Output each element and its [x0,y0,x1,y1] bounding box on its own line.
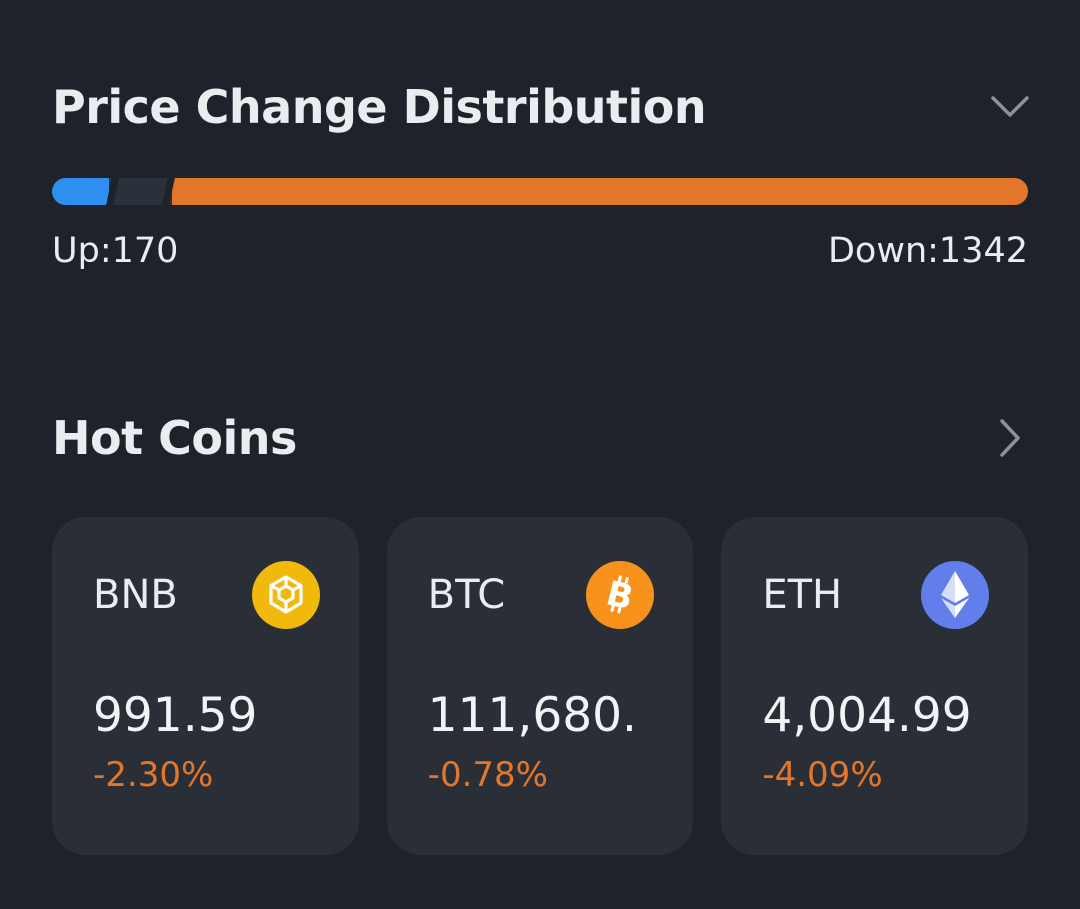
chevron-down-icon[interactable] [986,83,1034,131]
distribution-bar-up [52,178,110,205]
hot-coins-list: BNB 991.59 -2.30% [52,517,1029,855]
coin-price: 991.59 [93,688,258,743]
eth-icon [921,561,990,629]
btc-icon: B [586,561,655,629]
coin-change: -2.30% [93,755,214,795]
coin-symbol: ETH [762,572,843,618]
distribution-bar-flat [116,178,166,205]
chevron-right-icon[interactable] [986,414,1034,462]
distribution-labels: Up:170 Down:1342 [52,229,1028,273]
coin-card-btc[interactable]: BTC B 111,680. -0.78% [386,517,694,855]
distribution-bar-down [172,178,1028,205]
bnb-icon [251,561,320,629]
coin-card-eth[interactable]: ETH 4,004.99 -4.09% [721,517,1029,855]
coin-card-bnb[interactable]: BNB 991.59 -2.30% [52,517,359,855]
distribution-title: Price Change Distribution [52,80,707,134]
coin-price: 4,004.99 [762,688,972,743]
down-count-label: Down:1342 [827,231,1028,271]
hot-coins-header[interactable]: Hot Coins [52,409,1028,467]
coin-symbol: BNB [93,572,178,618]
coin-price: 111,680. [427,688,637,743]
coin-symbol: BTC [427,572,506,618]
distribution-bar [52,178,1028,205]
up-count-label: Up:170 [52,231,179,271]
coin-change: -0.78% [427,755,548,795]
distribution-header[interactable]: Price Change Distribution [52,0,1029,136]
coin-change: -4.09% [762,755,883,795]
hot-coins-title: Hot Coins [52,411,297,465]
